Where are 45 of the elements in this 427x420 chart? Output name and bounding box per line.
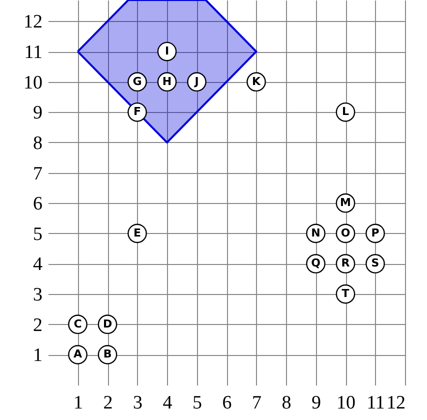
x-tick-label: 1: [74, 392, 83, 414]
y-tick-label: 5: [33, 224, 42, 245]
data-label: L: [342, 105, 350, 118]
y-tick-label: 2: [33, 314, 42, 336]
data-label: K: [252, 74, 261, 88]
y-tick-label: 1: [33, 345, 42, 366]
y-tick-label: 12: [24, 12, 42, 33]
data-label: R: [341, 256, 350, 270]
y-tick-label: 6: [33, 194, 42, 215]
x-tick-label: 5: [192, 392, 202, 414]
y-tick-label: 11: [24, 42, 42, 64]
point: [157, 42, 177, 62]
y-tick-label: 9: [33, 102, 42, 124]
data-label: J: [194, 74, 199, 88]
x-tick-label: 7: [252, 392, 262, 414]
data-label: N: [311, 226, 320, 240]
data-label: D: [102, 317, 112, 330]
x-tick-label: 12: [386, 392, 406, 414]
data-label: F: [133, 105, 142, 118]
y-tick-label: 3: [33, 284, 42, 306]
data-label: B: [103, 348, 112, 361]
x-tick-label: 11: [366, 392, 385, 414]
data-label: P: [371, 226, 380, 240]
data-label: G: [132, 74, 142, 88]
x-tick-label: 6: [222, 392, 232, 414]
y-tick-label: 10: [24, 72, 42, 94]
x-tick-label: 2: [103, 392, 113, 414]
y-tick-label: 8: [33, 132, 42, 154]
data-label: A: [73, 348, 82, 361]
y-tick-label: 4: [33, 254, 43, 276]
data-label: E: [133, 226, 142, 240]
data-label: Q: [311, 256, 320, 270]
y-tick-label: 7: [33, 163, 42, 184]
x-tick-label: 4: [162, 392, 173, 414]
x-tick-label: 8: [282, 392, 292, 414]
data-label: I: [164, 44, 170, 58]
data-label: H: [162, 74, 172, 88]
data-label: C: [74, 317, 82, 330]
data-label: S: [371, 256, 380, 270]
data-label: T: [342, 287, 350, 300]
data-label: M: [340, 196, 351, 210]
x-tick-label: 10: [336, 392, 356, 414]
x-tick-label: 3: [133, 392, 142, 414]
data-label: O: [340, 226, 350, 240]
x-tick-label: 9: [312, 392, 321, 414]
